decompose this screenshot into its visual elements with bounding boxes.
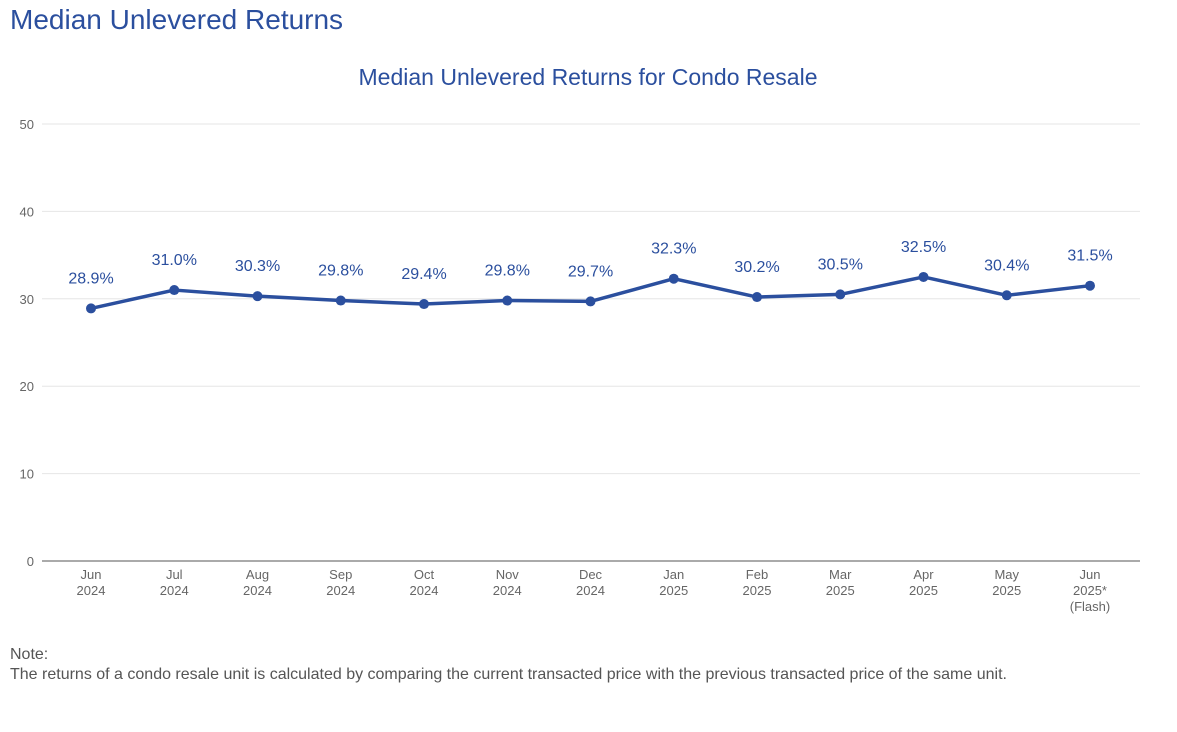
data-point [502,295,513,306]
data-labels: 28.9% 31.0% 30.3% 29.8% 29.4% 29.8% 29.7% 32.3%… [68,239,1112,287]
line-chart: Median Unlevered Returns for Condo Resal… [20,64,1140,614]
series-line-group [86,271,1095,314]
data-point [86,303,96,314]
x-tick-label: Feb 2025 [743,567,772,598]
y-tick-label: 50 [20,117,34,132]
data-label: 32.3% [651,241,696,258]
y-tick-label: 20 [20,379,34,394]
data-label: 30.4% [984,257,1029,274]
data-point [169,285,180,296]
y-tick-label: 40 [20,204,34,219]
chart-title: Median Unlevered Returns for Condo Resal… [359,64,818,90]
data-point [835,289,846,300]
y-axis-ticks: 0 10 20 30 40 50 [20,117,34,569]
chart-container: Median Unlevered Returns for Condo Resal… [0,55,1177,635]
note-text: The returns of a condo resale unit is ca… [10,666,1007,683]
x-tick-label: Jan 2025 [659,567,688,598]
x-tick-label: Dec 2024 [576,567,605,598]
data-label: 29.4% [401,266,446,283]
data-label: 31.5% [1067,248,1112,265]
y-tick-label: 30 [20,292,34,307]
data-point [419,299,429,310]
x-tick-label: Sep 2024 [326,567,355,598]
x-axis-ticks: Jun 2024 Jul 2024 Aug 2024 Sep 2024 Oct 2024 Nov 20… [77,567,1111,614]
x-tick-label: Oct 2024 [410,567,439,598]
data-point [1001,290,1012,301]
note-label: Note: [10,646,49,663]
data-label: 32.5% [901,239,946,256]
data-point [335,295,346,306]
x-tick-label: May 2025 [992,567,1021,598]
data-label: 28.9% [68,270,113,287]
data-point [918,271,929,282]
data-point [585,296,596,307]
y-tick-label: 0 [27,554,34,569]
data-point [752,292,762,303]
data-point [1085,280,1095,291]
data-label: 30.2% [734,259,779,276]
data-label: 29.7% [568,263,613,280]
x-tick-label: Apr 2025 [909,567,938,598]
x-tick-label: Aug 2024 [243,567,272,598]
x-tick-label: Nov 2024 [493,567,522,598]
data-point [668,273,679,284]
data-label: 30.3% [235,258,280,275]
x-tick-label: Mar 2025 [826,567,855,598]
data-label: 29.8% [318,263,363,280]
x-tick-label: Jun 2024 [77,567,106,598]
data-label: 29.8% [485,263,530,280]
y-tick-label: 10 [20,467,34,482]
x-tick-label: Jul 2024 [160,567,189,598]
data-point [252,291,263,302]
x-tick-label: Jun 2025* (Flash) [1070,567,1110,614]
data-label: 30.5% [818,256,863,273]
page-title: Median Unlevered Returns [10,4,344,35]
chart-note: Note: The returns of a condo resale unit… [10,645,1007,685]
data-label: 31.0% [152,252,197,269]
